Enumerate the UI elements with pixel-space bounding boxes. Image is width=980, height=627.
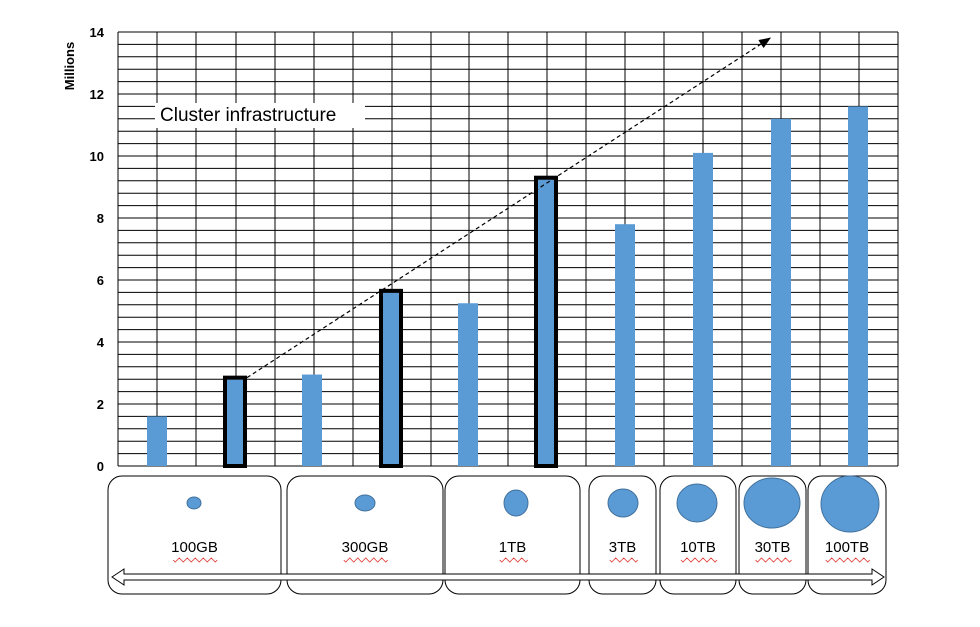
bar-highlighted [223, 375, 247, 468]
double-headed-arrow [111, 568, 885, 586]
spellcheck-underline [755, 557, 792, 563]
spellcheck-underline [680, 557, 718, 563]
data-size-circle-icon [743, 477, 801, 529]
y-axis-label: Millions [62, 42, 77, 90]
data-size-circle-icon [503, 489, 529, 517]
data-size-circle-icon [186, 496, 202, 510]
annotation-label: Cluster infrastructure [160, 105, 336, 126]
annotation-box [155, 103, 365, 128]
spellcheck-underline [172, 557, 218, 563]
data-size-box [107, 475, 282, 595]
spellcheck-underline [825, 557, 871, 563]
y-tick-label: 14 [90, 25, 105, 40]
bar-highlighted [534, 175, 558, 468]
spellcheck-underline [343, 557, 389, 563]
bar [693, 152, 713, 466]
data-size-label: 100TB [825, 539, 869, 556]
spellcheck-underline [609, 557, 639, 563]
data-size-label: 1TB [499, 539, 527, 556]
y-tick-label: 8 [97, 211, 104, 226]
bar [147, 416, 167, 466]
spellcheck-underline [499, 557, 529, 563]
data-size-label: 300GB [342, 539, 389, 556]
data-size-label: 10TB [680, 539, 716, 556]
y-tick-label: 10 [90, 149, 104, 164]
bar [302, 374, 322, 466]
data-size-circle-icon [820, 475, 880, 533]
bar [458, 303, 478, 466]
y-tick-label: 4 [97, 335, 105, 350]
bar [615, 224, 635, 466]
data-size-label: 30TB [755, 539, 791, 556]
data-size-box [444, 475, 581, 595]
y-tick-label: 2 [97, 397, 104, 412]
data-size-label: 3TB [609, 539, 637, 556]
y-tick-label: 6 [97, 273, 104, 288]
y-tick-label: 0 [97, 459, 104, 474]
trend-arrow [246, 37, 772, 379]
bar [771, 118, 791, 467]
data-size-circle-icon [607, 488, 639, 518]
bar [848, 106, 868, 467]
data-size-box [588, 475, 657, 595]
y-tick-label: 12 [90, 87, 104, 102]
data-size-circle-icon [676, 483, 718, 523]
data-size-box [286, 475, 444, 595]
data-size-label: 100GB [171, 539, 218, 556]
bar-highlighted [379, 288, 403, 468]
data-size-circle-icon [354, 494, 376, 512]
